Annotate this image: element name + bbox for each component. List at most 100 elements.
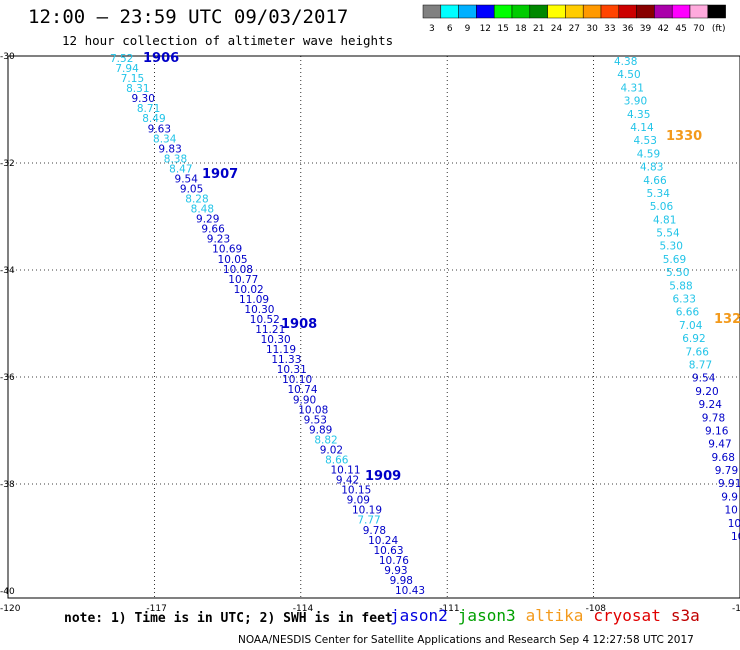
swh-value: 9.93 (384, 565, 407, 577)
units-note: note: 1) Time is in UTC; 2) SWH is in fe… (64, 611, 393, 626)
lat-tick-label: -38 (0, 480, 15, 490)
swh-value: 9.63 (148, 123, 171, 135)
color-scale-label: 70 (693, 24, 705, 34)
swh-value: 9.47 (708, 439, 731, 451)
color-scale-label: 9 (465, 24, 471, 34)
swh-value: 10.08 (223, 264, 253, 276)
swh-value: 10.77 (228, 274, 258, 286)
color-scale-cell (582, 4, 602, 19)
color-scale-cell (511, 4, 531, 19)
satellite-name: jason2 (390, 606, 448, 625)
color-scale-label: (ft) (712, 24, 726, 34)
pass-time-label: 132 (714, 312, 740, 327)
color-scale-cell (547, 4, 566, 19)
swh-value: 9.54 (692, 373, 716, 385)
pass-time-label: 1907 (202, 167, 238, 182)
swh-value: 10.10 (282, 374, 312, 386)
color-scale-label: 33 (604, 24, 615, 34)
lon-tick-label: -117 (146, 604, 166, 614)
color-scale-label: 6 (447, 24, 453, 34)
credit-line: NOAA/NESDIS Center for Satellite Applica… (238, 634, 694, 646)
swh-value: 10.43 (395, 585, 425, 597)
satellite-name: s3a (670, 606, 700, 625)
swh-value: 8.28 (185, 194, 208, 206)
swh-value: 11.33 (271, 354, 301, 366)
lat-tick-label: -36 (0, 373, 15, 383)
lat-tick-label: -34 (0, 266, 15, 276)
color-scale-label: 15 (497, 24, 508, 34)
color-scale-cell (565, 4, 584, 19)
pass-time-label: 1908 (281, 317, 317, 332)
lon-tick-label: -108 (586, 604, 607, 614)
swh-value: 10.31 (277, 364, 307, 376)
color-scale-label: 39 (640, 24, 652, 34)
swh-value: 9.83 (158, 143, 181, 155)
swh-value: 9.30 (132, 93, 155, 105)
swh-value: 7.52 (110, 53, 133, 65)
color-scale-cell (422, 4, 442, 19)
swh-value: 10.76 (379, 555, 409, 567)
swh-value: 6.66 (676, 307, 700, 319)
swh-value: 9.98 (390, 575, 413, 587)
swh-value: 11.21 (255, 324, 285, 336)
swh-value: 4.31 (621, 82, 644, 94)
lat-tick-label: -30 (0, 52, 15, 62)
swh-value: 9.53 (304, 414, 327, 426)
color-scale-cell (476, 4, 495, 19)
swh-value: 4.53 (634, 135, 657, 147)
swh-value: 7.15 (121, 73, 144, 85)
swh-value: 10 (725, 505, 738, 517)
satellite-name: jason3 (457, 606, 516, 625)
lat-tick-label: -40 (0, 587, 15, 597)
swh-value: 10.30 (244, 304, 274, 316)
color-scale-label: 36 (622, 24, 634, 34)
swh-value: 9.91 (718, 478, 740, 490)
color-scale-cell (529, 4, 548, 19)
swh-value: 9.24 (699, 399, 723, 411)
color-scale-cell (493, 4, 513, 19)
swh-value: 9.23 (207, 234, 230, 246)
swh-value: 3.90 (624, 96, 647, 108)
swh-value: 7.77 (357, 515, 380, 527)
color-scale-label: 30 (586, 24, 598, 34)
lon-tick-label: -105 (732, 604, 740, 614)
swh-value: 11.09 (239, 294, 269, 306)
swh-value: 9.02 (320, 444, 343, 456)
swh-value: 9.68 (712, 452, 735, 464)
lat-tick-label: -32 (0, 159, 15, 169)
color-scale-label: 3 (429, 24, 435, 34)
pass-time-label: 1909 (365, 469, 401, 484)
swh-value: 10.52 (250, 314, 280, 326)
swh-value: 9.05 (180, 183, 203, 195)
lon-tick-label: -120 (0, 604, 21, 614)
swh-value: 10.30 (261, 334, 291, 346)
satellite-name: altika (525, 606, 584, 625)
swh-value: 4.50 (617, 69, 640, 81)
color-scale-cell (654, 4, 673, 19)
swh-value: 10.63 (373, 545, 403, 557)
map-subtitle: 12 hour collection of altimeter wave hei… (62, 33, 394, 48)
lon-tick-label: -114 (293, 604, 314, 614)
swh-value: 4.35 (627, 109, 650, 121)
color-scale-cell (618, 4, 637, 19)
swh-value: 8.31 (126, 83, 149, 95)
pass-time-label: 1906 (143, 51, 179, 66)
color-scale-label: 27 (569, 24, 580, 34)
swh-value: 9.78 (363, 525, 386, 537)
swh-value: 4.81 (653, 214, 676, 226)
swh-value: 4.83 (640, 162, 663, 174)
swh-value: 10.08 (298, 404, 328, 416)
swh-value: 10.05 (218, 254, 248, 266)
swh-value: 9.9 (721, 491, 738, 503)
pass-time-labels: 1906 1907 1908 1909 1330 132 (143, 51, 740, 484)
swh-value: 4.66 (643, 175, 667, 187)
swh-value: 9.79 (715, 465, 738, 477)
swh-value: 9.78 (702, 412, 725, 424)
track-west: 7.527.947.158.319.308.718.499.638.349.83… (110, 53, 425, 597)
swh-value: 8.82 (314, 434, 337, 446)
swh-value: 10.11 (330, 465, 360, 477)
color-scale-cell (671, 4, 691, 19)
color-scale-cell (707, 4, 726, 19)
swh-value: 9.29 (196, 214, 219, 226)
swh-value: 10.02 (234, 284, 264, 296)
